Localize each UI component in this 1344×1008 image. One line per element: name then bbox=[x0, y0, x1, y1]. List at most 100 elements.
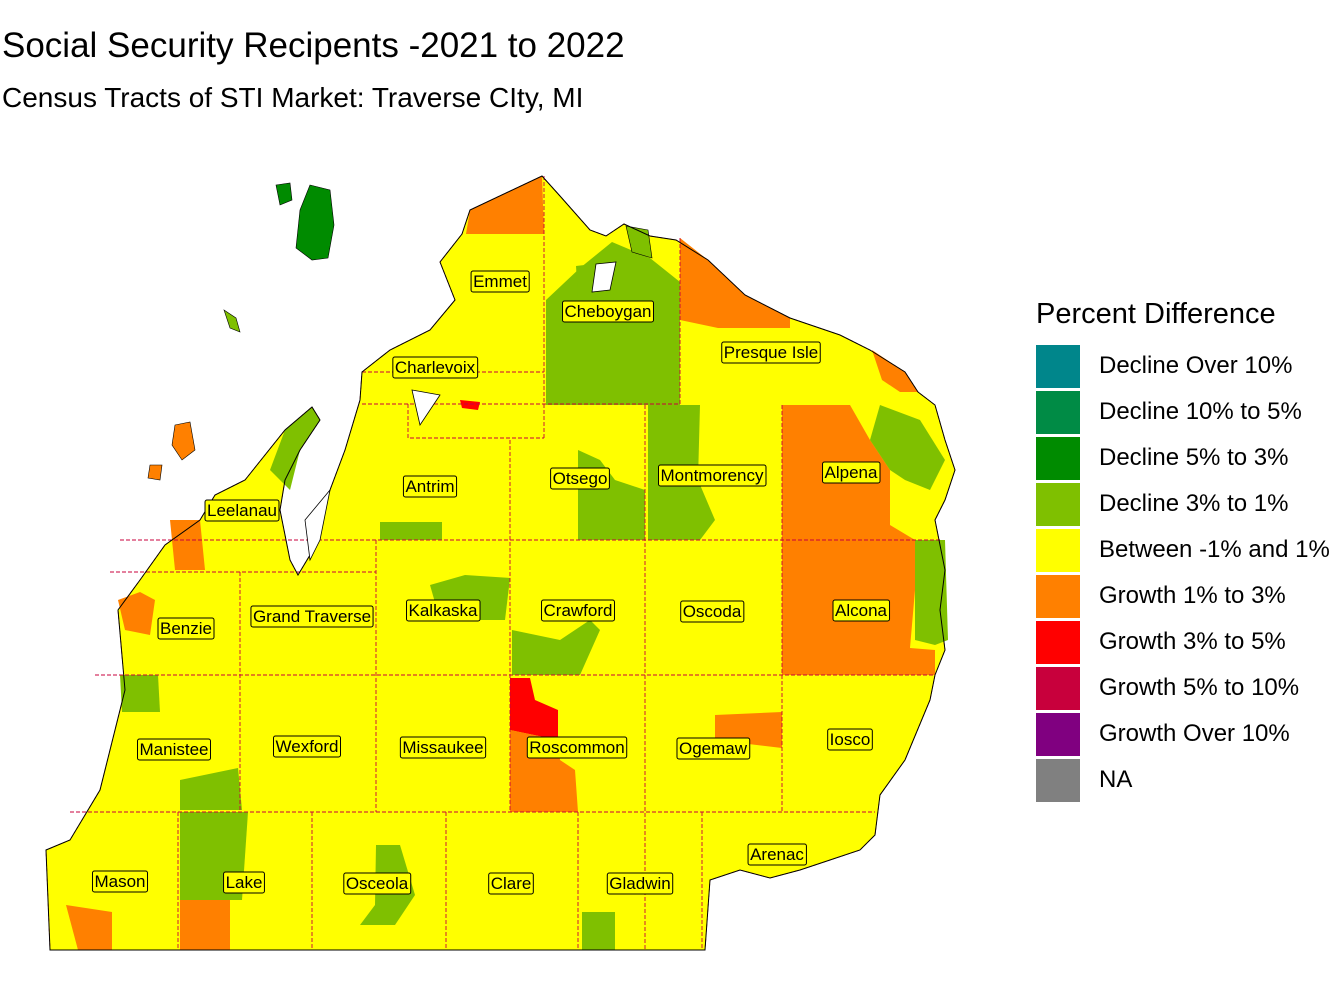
legend-swatch bbox=[1036, 390, 1080, 434]
tract-leelanau-coast bbox=[170, 520, 205, 570]
tract-manistee-west bbox=[120, 675, 160, 712]
county-name: Clare bbox=[491, 874, 532, 893]
legend-label: Growth Over 10% bbox=[1099, 720, 1290, 747]
legend-label: Between -1% and 1% bbox=[1099, 536, 1330, 563]
tract-roscommon-red bbox=[510, 678, 558, 740]
county-label: Ogemaw bbox=[676, 737, 751, 760]
county-name: Alpena bbox=[825, 463, 878, 482]
county-label: Gladwin bbox=[606, 872, 674, 895]
county-name: Charlevoix bbox=[395, 358, 476, 377]
county-name: Gladwin bbox=[609, 874, 670, 893]
county-label: Montmorency bbox=[658, 464, 767, 487]
legend-label: Decline 5% to 3% bbox=[1099, 444, 1289, 471]
county-label: Missaukee bbox=[399, 736, 487, 759]
county-label: Alcona bbox=[832, 599, 891, 622]
tract-alcona-east bbox=[915, 540, 948, 645]
county-name: Otsego bbox=[553, 469, 608, 488]
lake-charlevoix bbox=[411, 389, 441, 426]
county-name: Ogemaw bbox=[679, 739, 748, 758]
legend-swatch bbox=[1036, 436, 1080, 480]
legend-item: Between -1% and 1% bbox=[1036, 527, 1336, 573]
legend-item: Decline 3% to 1% bbox=[1036, 481, 1336, 527]
county-label: Oscoda bbox=[680, 600, 745, 623]
legend-swatch bbox=[1036, 528, 1080, 572]
legend-label: Decline 3% to 1% bbox=[1099, 490, 1289, 517]
county-label: Emmet bbox=[470, 270, 530, 293]
beaver-island bbox=[295, 184, 335, 261]
tract-mason-south bbox=[66, 905, 112, 950]
county-name: Wexford bbox=[276, 737, 339, 756]
tract-emmet-north bbox=[466, 176, 544, 234]
tract-charlevoix-red bbox=[460, 400, 480, 410]
legend: Percent Difference Decline Over 10% Decli… bbox=[1036, 298, 1336, 803]
county-name: Roscommon bbox=[529, 738, 624, 757]
county-name: Emmet bbox=[473, 272, 527, 291]
county-labels: Emmet Cheboygan Presque Isle Charlevoix Antr… bbox=[91, 270, 891, 895]
legend-swatch bbox=[1036, 344, 1080, 388]
county-label: Antrim bbox=[402, 475, 458, 498]
county-label: Benzie bbox=[157, 617, 215, 640]
tract-leelanau-peninsula bbox=[270, 407, 320, 490]
county-name: Iosco bbox=[830, 730, 871, 749]
south-manitou-island bbox=[147, 464, 163, 481]
tract-alpena-east bbox=[870, 405, 945, 490]
county-name: Arenac bbox=[750, 845, 804, 864]
legend-swatch bbox=[1036, 574, 1080, 618]
map-title: Social Security Recipents -2021 to 2022 bbox=[2, 26, 625, 65]
county-name: Oscoda bbox=[683, 602, 742, 621]
legend-title: Percent Difference bbox=[1036, 298, 1276, 330]
county-name: Osceola bbox=[346, 874, 409, 893]
county-label: Leelanau bbox=[204, 499, 280, 522]
county-name: Manistee bbox=[140, 740, 209, 759]
legend-swatch bbox=[1036, 666, 1080, 710]
county-label: Crawford bbox=[541, 599, 615, 622]
legend-item: Growth 1% to 3% bbox=[1036, 573, 1336, 619]
county-label: Osceola bbox=[343, 872, 412, 895]
legend-swatch bbox=[1036, 712, 1080, 756]
county-label: Presque Isle bbox=[721, 341, 821, 364]
tract-lake-south bbox=[180, 900, 230, 950]
grand-traverse-bay-inlet bbox=[304, 489, 331, 562]
legend-item: Growth Over 10% bbox=[1036, 711, 1336, 757]
county-name: Benzie bbox=[160, 619, 212, 638]
tract-manistee-east bbox=[180, 768, 242, 810]
legend-item: Growth 5% to 10% bbox=[1036, 665, 1336, 711]
north-manitou-island bbox=[171, 421, 196, 461]
legend-swatch bbox=[1036, 758, 1080, 802]
county-label: Grand Traverse bbox=[250, 605, 374, 628]
county-name: Crawford bbox=[544, 601, 613, 620]
tract-crawford bbox=[512, 620, 600, 675]
county-name: Lake bbox=[226, 873, 263, 892]
tract-presque-isle-north bbox=[680, 238, 790, 328]
legend-items: Decline Over 10% Decline 10% to 5% Decline… bbox=[1036, 343, 1336, 803]
legend-label: Growth 3% to 5% bbox=[1099, 628, 1286, 655]
county-name: Leelanau bbox=[207, 501, 277, 520]
county-label: Cheboygan bbox=[562, 300, 654, 323]
county-label: Kalkaska bbox=[406, 599, 481, 622]
map-subtitle: Census Tracts of STI Market: Traverse CI… bbox=[2, 82, 584, 113]
legend-item: NA bbox=[1036, 757, 1336, 803]
county-label: Alpena bbox=[822, 461, 881, 484]
county-label: Clare bbox=[488, 872, 534, 895]
legend-swatch bbox=[1036, 482, 1080, 526]
county-label: Iosco bbox=[827, 728, 873, 751]
legend-item: Decline 10% to 5% bbox=[1036, 389, 1336, 435]
mullett-lake bbox=[591, 261, 617, 293]
county-name: Alcona bbox=[835, 601, 888, 620]
county-label: Manistee bbox=[137, 738, 211, 761]
county-name: Antrim bbox=[405, 477, 454, 496]
tract-presque-isle-east bbox=[872, 350, 918, 392]
county-name: Missaukee bbox=[402, 738, 483, 757]
county-name: Montmorency bbox=[661, 466, 764, 485]
tract-antrim-south bbox=[380, 522, 442, 540]
county-label: Roscommon bbox=[526, 736, 628, 759]
county-label: Wexford bbox=[273, 735, 341, 758]
tract-gladwin bbox=[582, 912, 615, 950]
county-name: Presque Isle bbox=[724, 343, 819, 362]
legend-item: Decline 5% to 3% bbox=[1036, 435, 1336, 481]
legend-label: Decline Over 10% bbox=[1099, 352, 1293, 379]
legend-label: Decline 10% to 5% bbox=[1099, 398, 1302, 425]
mainland-outline bbox=[45, 175, 956, 951]
census-tract-map: Emmet Cheboygan Presque Isle Charlevoix Antr… bbox=[45, 175, 956, 951]
legend-label: Growth 5% to 10% bbox=[1099, 674, 1300, 701]
